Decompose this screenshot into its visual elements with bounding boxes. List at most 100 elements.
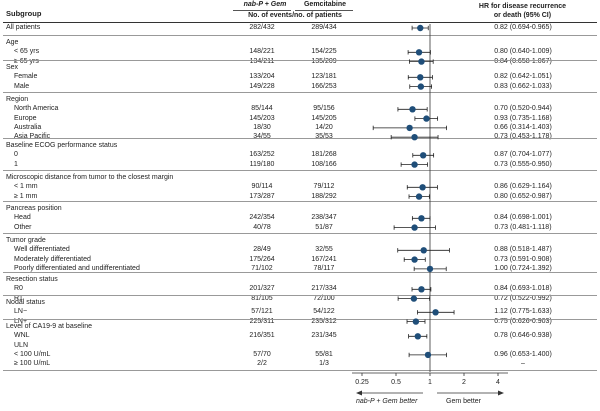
arm2-header: Gemcitabine (303, 1, 346, 8)
subgroup-label: < 100 U/mL (14, 350, 51, 358)
subgroup-label: Female (14, 73, 38, 81)
arm1-events: 71/102 (251, 264, 273, 272)
arm2-events: 235/312 (311, 317, 337, 325)
hr-point (417, 83, 425, 90)
section-label: Pancreas position (6, 205, 62, 212)
section-rule (3, 233, 597, 234)
hr-ci-value: 1.00 (0.724-1.392) (494, 264, 552, 272)
hr-header-line2: or death (95% CI) (493, 12, 552, 19)
hr-ci-value: 0.80 (0.652-0.987) (494, 192, 552, 200)
hr-ci-value: 0.73 (0.481-1.118) (494, 223, 552, 231)
arm1-events: 216/351 (249, 332, 275, 340)
arm2-events: 188/292 (311, 192, 337, 200)
events-header: No. of events/no. of patients (248, 12, 342, 19)
arm1-header: nab-P + Gem (243, 1, 287, 8)
x-tick-label: 2 (462, 379, 466, 386)
subgroup-label: Moderately differentiated (14, 255, 91, 263)
hr-ci-value: 1.12 (0.775-1.633) (494, 308, 552, 316)
section-label: Tumor grade (6, 237, 46, 244)
arm2-events: 289/434 (311, 24, 337, 31)
subgroup-label: Head (14, 214, 31, 222)
subgroup-label: WNL (14, 332, 30, 340)
subgroup-label: North America (14, 105, 59, 113)
arm1-events: 2/2 (257, 360, 267, 368)
arm2-events: 1/3 (319, 360, 329, 368)
subgroup-label: 1 (14, 160, 18, 168)
arm1-events: 85/144 (251, 105, 273, 113)
hr-point (417, 24, 424, 32)
subgroup-label: Poorly differentiated and undifferentiat… (14, 264, 140, 272)
hr-point (419, 152, 427, 159)
arm2-events: 145/205 (311, 114, 337, 122)
section-rule (3, 319, 597, 320)
subgroup-label: Europe (14, 114, 37, 122)
hr-point (417, 74, 424, 81)
hr-point (415, 49, 423, 56)
arm1-events: 40/78 (253, 223, 271, 231)
subgroup-label: ULN (14, 341, 29, 349)
section-rule (3, 201, 597, 202)
section-rule (3, 138, 597, 139)
section-rule (3, 170, 597, 171)
hr-point (411, 161, 418, 168)
arm1-events: 282/432 (249, 24, 275, 31)
hr-point (412, 318, 420, 325)
arm2-events: 135/209 (311, 57, 337, 65)
section-label: Level of CA19-9 at baseline (6, 323, 92, 330)
arm1-events: 148/221 (249, 48, 275, 56)
hr-ci-value: 0.93 (0.735-1.168) (494, 114, 552, 122)
section-label: Sex (6, 64, 19, 71)
hr-point (418, 215, 425, 222)
arm2-events: 35/53 (315, 133, 333, 141)
hr-ci-value: 0.70 (0.520-0.944) (494, 105, 552, 113)
hr-point (415, 193, 423, 200)
subgroup-label: LN+ (14, 317, 28, 325)
section-label: Region (6, 96, 29, 103)
hr-ci-value: – (521, 360, 525, 368)
arm1-events: 149/228 (249, 82, 275, 90)
hr-ci-value: 0.73 (0.453-1.178) (494, 133, 552, 141)
hr-ci-value: 0.83 (0.662-1.033) (494, 82, 552, 90)
arm1-events: 57/121 (251, 308, 273, 316)
subgroup-label: Well differentiated (14, 246, 70, 254)
arm2-header-rule (295, 10, 353, 11)
hr-ci-value: 0.84 (0.658-1.067) (494, 57, 552, 65)
arm2-events: 181/268 (311, 151, 337, 159)
arm1-events: 225/311 (249, 317, 275, 325)
hr-ci-value: 0.73 (0.555-0.950) (494, 160, 552, 168)
hr-ci-value: 0.87 (0.704-1.077) (494, 151, 552, 159)
arm1-events: 242/354 (249, 214, 275, 222)
x-tick-label: 4 (496, 379, 500, 386)
hr-ci-value: 0.86 (0.629-1.164) (494, 183, 552, 191)
section-rule (3, 35, 597, 36)
subgroup-label: ≥ 100 U/mL (14, 360, 51, 368)
hr-point (418, 58, 425, 65)
section-label: Baseline ECOG performance status (6, 142, 118, 149)
arm1-events: 133/204 (249, 73, 275, 81)
hr-ci-value: 0.75 (0.626-0.903) (494, 317, 552, 325)
arm1-events: 163/252 (249, 151, 275, 159)
hr-ci-value: 0.88 (0.518-1.487) (494, 246, 552, 254)
arm1-events: 28/49 (253, 246, 271, 254)
hr-ci-value: 0.84 (0.698-1.001) (494, 214, 552, 222)
hr-header-line1: HR for disease recurrence (478, 3, 567, 10)
hr-point (424, 351, 432, 359)
hr-point (414, 333, 422, 340)
subgroup-label: Other (14, 223, 32, 231)
hr-point (419, 184, 426, 191)
arm1-events: 145/203 (249, 114, 275, 122)
header-rule (3, 22, 597, 23)
hr-ci-value: 0.78 (0.646-0.938) (494, 332, 552, 340)
hr-ci-value: 0.82 (0.642-1.051) (494, 73, 552, 81)
hr-point (410, 295, 418, 302)
favors-right-label: Gem better (446, 398, 482, 405)
subgroup-label: R0 (14, 285, 23, 293)
arm2-events: 123/181 (311, 73, 337, 81)
section-rule (3, 295, 597, 296)
hr-point (420, 247, 427, 254)
hr-ci-value: 0.72 (0.522-0.992) (494, 294, 552, 302)
arm1-events: 34/55 (253, 133, 271, 141)
x-tick-label: 0.5 (391, 379, 401, 386)
